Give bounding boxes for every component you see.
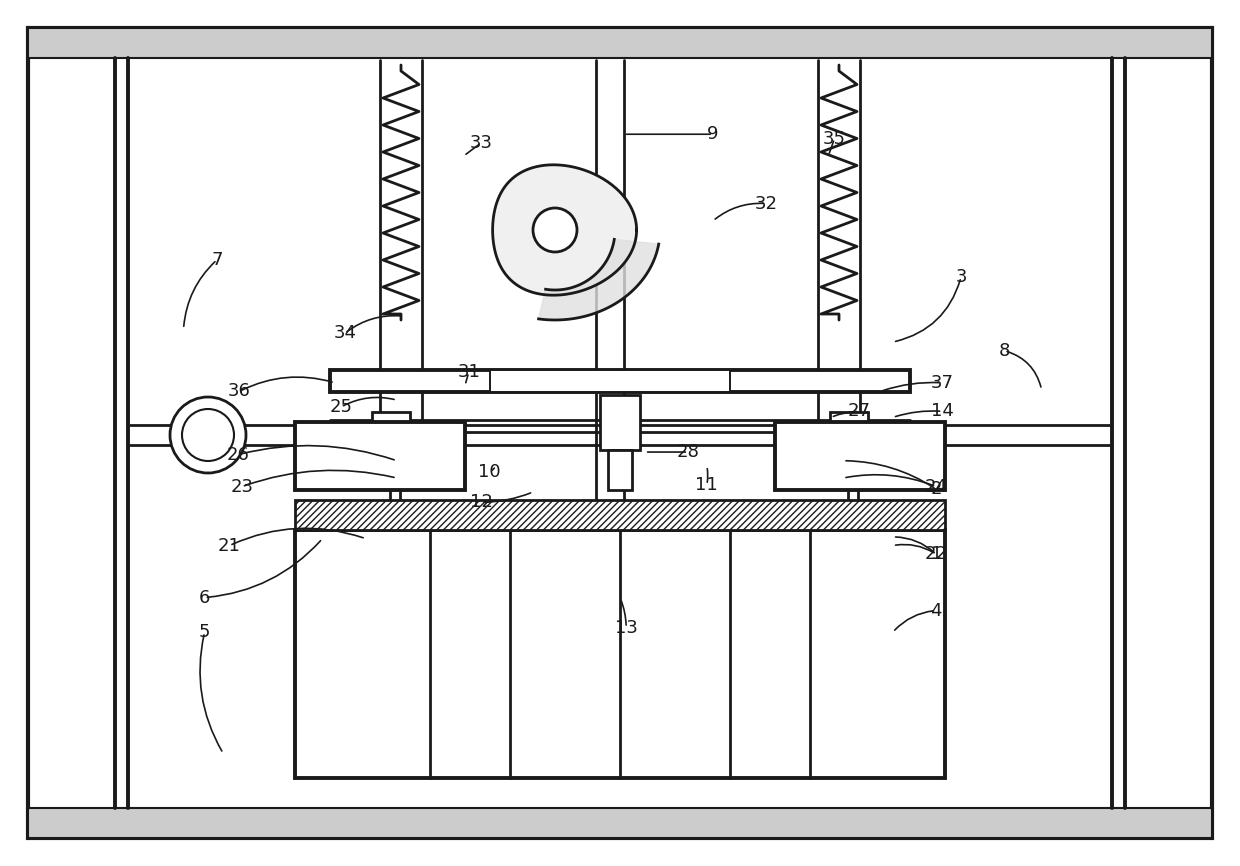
- Text: 22: 22: [925, 546, 947, 563]
- Text: 10: 10: [479, 463, 501, 481]
- Bar: [295, 422, 465, 490]
- Circle shape: [182, 409, 234, 461]
- Text: 23: 23: [231, 478, 253, 495]
- Text: 28: 28: [677, 443, 699, 461]
- Text: 3: 3: [955, 268, 967, 286]
- Text: 35: 35: [823, 130, 846, 147]
- Text: 25: 25: [330, 398, 352, 416]
- Bar: [600, 395, 640, 450]
- Polygon shape: [538, 239, 658, 320]
- Text: 27: 27: [848, 403, 870, 420]
- Text: 8: 8: [998, 342, 1011, 359]
- Text: 11: 11: [696, 476, 718, 494]
- Bar: [372, 412, 410, 450]
- Text: 7: 7: [211, 251, 223, 268]
- Bar: [295, 500, 945, 530]
- Bar: [29, 28, 1211, 58]
- Text: 4: 4: [930, 602, 942, 619]
- Text: 32: 32: [755, 195, 777, 212]
- Polygon shape: [492, 165, 636, 295]
- Text: 9: 9: [707, 126, 719, 143]
- Text: 21: 21: [218, 537, 241, 554]
- FancyBboxPatch shape: [29, 28, 1211, 838]
- Bar: [490, 370, 730, 392]
- Text: 24: 24: [925, 478, 947, 495]
- Bar: [295, 530, 945, 778]
- Text: 36: 36: [228, 383, 250, 400]
- Text: 26: 26: [227, 446, 249, 463]
- Bar: [820, 450, 885, 478]
- Bar: [330, 370, 910, 392]
- Text: 1: 1: [930, 546, 942, 563]
- Bar: [608, 450, 632, 490]
- Text: 13: 13: [615, 619, 637, 637]
- Bar: [830, 412, 868, 450]
- Text: 12: 12: [470, 494, 492, 511]
- Text: 2: 2: [930, 481, 942, 498]
- Text: 33: 33: [470, 134, 492, 152]
- Text: 14: 14: [931, 403, 954, 420]
- Text: 5: 5: [198, 624, 211, 641]
- Text: 37: 37: [931, 374, 954, 391]
- Bar: [775, 422, 945, 490]
- Bar: [362, 450, 427, 478]
- Circle shape: [170, 397, 246, 473]
- Text: 31: 31: [458, 364, 480, 381]
- Circle shape: [533, 208, 577, 252]
- Text: 6: 6: [198, 589, 211, 606]
- Text: 34: 34: [334, 325, 356, 342]
- Bar: [29, 808, 1211, 838]
